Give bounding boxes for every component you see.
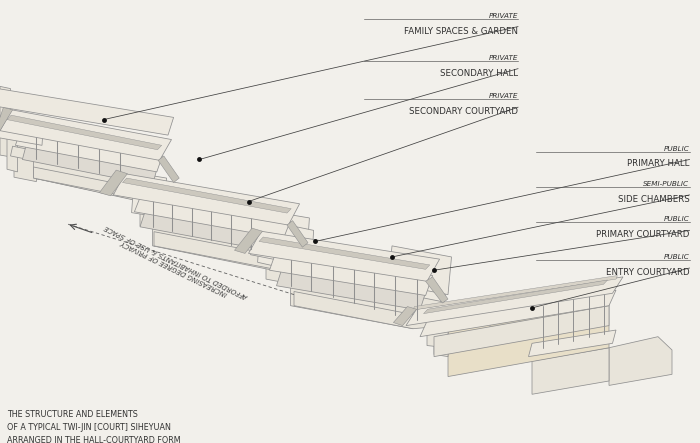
Polygon shape (248, 231, 440, 281)
Polygon shape (259, 237, 430, 269)
Text: PRIVATE: PRIVATE (489, 54, 518, 61)
Polygon shape (7, 115, 162, 150)
Text: PUBLIC: PUBLIC (664, 216, 690, 222)
Polygon shape (420, 290, 616, 337)
Polygon shape (294, 291, 448, 329)
Polygon shape (413, 276, 617, 310)
Polygon shape (140, 185, 160, 229)
Polygon shape (265, 211, 309, 260)
Polygon shape (22, 144, 157, 185)
Text: SECONDARY HALL: SECONDARY HALL (440, 69, 518, 78)
Polygon shape (406, 264, 441, 315)
Text: OF A TYPICAL TWI-JIN [COURT] SIHEYUAN: OF A TYPICAL TWI-JIN [COURT] SIHEYUAN (7, 423, 171, 432)
Polygon shape (132, 173, 167, 218)
Polygon shape (427, 303, 448, 348)
Polygon shape (134, 194, 290, 238)
Polygon shape (178, 212, 231, 223)
Text: PUBLIC: PUBLIC (664, 254, 690, 260)
Text: SEMI-PUBLIC: SEMI-PUBLIC (643, 181, 690, 187)
Text: FAMILY SPACES & GARDEN: FAMILY SPACES & GARDEN (404, 27, 518, 35)
Polygon shape (234, 228, 262, 253)
Text: SIDE CHAMBERS: SIDE CHAMBERS (617, 195, 690, 204)
Polygon shape (393, 307, 416, 326)
Text: SECONDARY COURTYARD: SECONDARY COURTYARD (409, 107, 518, 116)
Polygon shape (448, 297, 609, 377)
Polygon shape (434, 303, 448, 357)
Text: PRIVATE: PRIVATE (489, 93, 518, 99)
Polygon shape (528, 330, 616, 357)
Polygon shape (99, 170, 127, 196)
Polygon shape (0, 107, 13, 131)
Polygon shape (424, 280, 608, 314)
Polygon shape (490, 307, 546, 319)
Polygon shape (315, 272, 371, 285)
Polygon shape (0, 89, 174, 135)
Polygon shape (532, 348, 609, 394)
Polygon shape (490, 299, 546, 311)
Polygon shape (154, 191, 276, 269)
Polygon shape (490, 323, 546, 335)
Polygon shape (266, 235, 301, 286)
Polygon shape (294, 250, 413, 326)
Polygon shape (315, 290, 371, 303)
Text: ENTRY COURTYARD: ENTRY COURTYARD (606, 268, 690, 277)
Polygon shape (315, 264, 371, 276)
Polygon shape (258, 225, 309, 273)
Polygon shape (0, 110, 172, 160)
Polygon shape (389, 246, 452, 295)
Text: ARRANGED IN THE HALL-COURTYARD FORM: ARRANGED IN THE HALL-COURTYARD FORM (7, 436, 181, 443)
Polygon shape (395, 253, 448, 302)
Polygon shape (0, 86, 10, 117)
Polygon shape (15, 129, 162, 172)
Polygon shape (153, 226, 273, 270)
Text: THE STRUCTURE AND ELEMENTS: THE STRUCTURE AND ELEMENTS (7, 410, 138, 419)
Polygon shape (10, 146, 150, 184)
Polygon shape (0, 122, 38, 162)
Polygon shape (272, 225, 301, 275)
Polygon shape (406, 277, 623, 326)
Polygon shape (178, 231, 231, 242)
Polygon shape (140, 210, 284, 253)
Polygon shape (122, 178, 291, 213)
Polygon shape (290, 285, 413, 329)
Polygon shape (490, 315, 546, 327)
Polygon shape (276, 268, 426, 310)
Polygon shape (426, 277, 448, 303)
Polygon shape (490, 331, 546, 343)
Polygon shape (434, 306, 609, 357)
Polygon shape (7, 120, 18, 172)
Polygon shape (270, 250, 433, 295)
Polygon shape (315, 281, 371, 294)
Polygon shape (178, 222, 231, 233)
Polygon shape (158, 156, 179, 183)
Text: PRIMARY HALL: PRIMARY HALL (627, 159, 690, 168)
Polygon shape (34, 132, 148, 202)
Polygon shape (154, 232, 298, 269)
Polygon shape (0, 116, 43, 145)
Polygon shape (251, 218, 314, 267)
Text: PRIVATE: PRIVATE (489, 12, 518, 19)
Polygon shape (287, 221, 308, 247)
Text: INCREASING DEGREE OF PRIVACY
AFFORDED TO INHABITANTS & USE OF SPACE: INCREASING DEGREE OF PRIVACY AFFORDED TO… (102, 224, 250, 306)
Polygon shape (113, 174, 300, 225)
Polygon shape (609, 337, 672, 385)
Text: PRIMARY COURTYARD: PRIMARY COURTYARD (596, 230, 690, 239)
Text: PUBLIC: PUBLIC (664, 145, 690, 152)
Polygon shape (34, 167, 155, 202)
Polygon shape (14, 125, 36, 182)
Polygon shape (34, 158, 147, 203)
